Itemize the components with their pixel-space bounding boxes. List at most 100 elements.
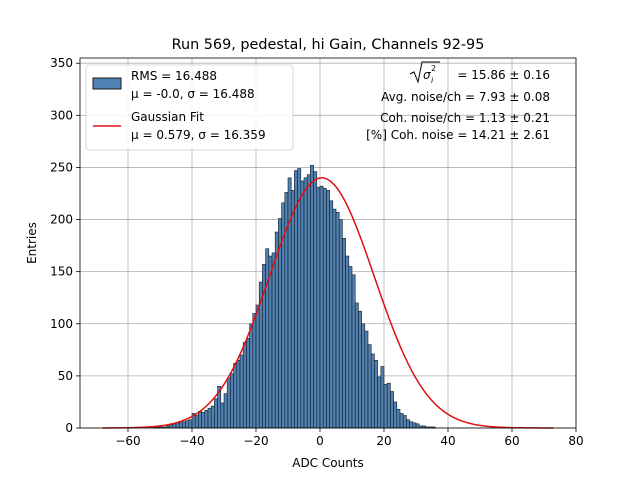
histogram-bar xyxy=(210,405,215,429)
histogram-bar xyxy=(226,377,231,429)
legend-box xyxy=(85,64,294,151)
x-tick-label: 80 xyxy=(568,434,583,448)
histogram-bar xyxy=(364,330,369,429)
histogram-bar xyxy=(290,190,295,429)
histogram-bar xyxy=(393,401,398,429)
histogram-bar xyxy=(201,412,206,429)
y-axis-label: Entries xyxy=(25,222,39,264)
histogram-bar xyxy=(361,323,366,429)
histogram-bar xyxy=(188,419,193,429)
histogram-bar xyxy=(303,177,308,429)
histogram-bar xyxy=(409,421,414,429)
histogram-bar xyxy=(310,165,314,429)
histogram-bar xyxy=(345,255,350,429)
histogram-bar xyxy=(242,342,247,429)
histogram-bar xyxy=(354,302,359,429)
histogram-bar xyxy=(233,363,238,429)
histogram-bar xyxy=(367,344,372,429)
histogram-bar xyxy=(265,248,270,429)
histogram-bar xyxy=(358,310,362,429)
sigma-annotation: = 15.86 ± 0.16 xyxy=(457,68,550,82)
histogram-bar xyxy=(178,422,183,429)
plot-frame xyxy=(79,57,577,429)
histogram-bar xyxy=(351,274,356,429)
legend-fit-label-2: μ = 0.579, σ = 16.359 xyxy=(131,128,266,142)
x-tick-label: 60 xyxy=(504,434,519,448)
histogram-bar xyxy=(169,424,174,429)
histogram-bar xyxy=(326,190,330,429)
y-tick-label: 0 xyxy=(65,421,73,435)
y-tick-label: 50 xyxy=(58,369,73,383)
histogram-bar xyxy=(406,419,410,429)
histogram-bar xyxy=(252,313,257,429)
annotations: σ 2 i = 15.86 ± 0.16 Avg. noise/ch = 7.9… xyxy=(366,61,550,142)
legend-hist-label-2: μ = -0.0, σ = 16.488 xyxy=(131,87,255,101)
histogram-bar xyxy=(338,219,343,429)
x-tick-label: −60 xyxy=(115,434,140,448)
histogram-bar xyxy=(313,171,318,429)
histogram-bar xyxy=(236,359,241,429)
legend: RMS = 16.488 μ = -0.0, σ = 16.488 Gaussi… xyxy=(85,64,294,151)
histogram-bar xyxy=(223,393,228,429)
histogram-bar xyxy=(255,304,260,429)
histogram-bar xyxy=(182,421,186,429)
histogram-bar xyxy=(185,420,190,429)
histogram-bar xyxy=(415,423,420,429)
chart-title: Run 569, pedestal, hi Gain, Channels 92-… xyxy=(172,37,485,53)
x-tick-label: −20 xyxy=(243,434,268,448)
y-tick-label: 250 xyxy=(50,160,73,174)
histogram-bar xyxy=(399,413,404,429)
histogram-bar xyxy=(386,382,391,429)
legend-histogram-swatch xyxy=(92,77,122,90)
avg-noise-annotation: Avg. noise/ch = 7.93 ± 0.08 xyxy=(381,90,550,104)
gaussian-fit-line xyxy=(102,177,554,429)
histogram-bar xyxy=(207,407,212,429)
y-tick-label: 350 xyxy=(50,56,73,70)
svg-text:σ: σ xyxy=(423,68,431,82)
x-tick-label: 40 xyxy=(440,434,455,448)
histogram-bar xyxy=(274,231,279,429)
svg-text:2: 2 xyxy=(431,64,436,73)
histogram-bar xyxy=(329,200,334,429)
histogram-bar xyxy=(396,408,401,429)
histogram-bar xyxy=(246,338,250,429)
histogram-bar xyxy=(172,423,177,429)
histogram-bar xyxy=(319,185,324,429)
histogram-bar xyxy=(198,411,202,429)
histogram-bar xyxy=(214,398,218,429)
histogram-bar xyxy=(322,187,327,429)
histogram-bar xyxy=(175,422,180,429)
histogram-bar xyxy=(390,391,394,429)
histogram-bar xyxy=(316,186,321,429)
histogram-bar xyxy=(230,373,234,429)
histogram-bar xyxy=(348,266,353,429)
x-tick-label: 0 xyxy=(316,434,324,448)
histogram-bar xyxy=(297,168,302,429)
histogram-bar xyxy=(204,409,209,429)
histogram-bars xyxy=(153,165,436,429)
legend-hist-label-1: RMS = 16.488 xyxy=(131,69,217,83)
histogram-bar xyxy=(342,238,346,429)
histogram-bar xyxy=(271,252,276,429)
histogram-bar xyxy=(249,323,254,429)
histogram-bar xyxy=(239,354,244,429)
histogram-bar xyxy=(377,376,382,429)
y-axis-ticks: 0 50 100 150 200 250 300 350 xyxy=(50,56,80,435)
histogram-bar xyxy=(220,402,225,429)
histogram-bar xyxy=(194,415,199,429)
sqrt-sigma-symbol: σ 2 i xyxy=(409,61,440,85)
coh-noise-annotation: Coh. noise/ch = 1.13 ± 0.21 xyxy=(380,111,550,125)
x-axis-label: ADC Counts xyxy=(292,456,364,470)
histogram-bar xyxy=(380,366,385,429)
histogram-bar xyxy=(402,415,407,429)
y-tick-label: 300 xyxy=(50,108,73,122)
histogram-bar xyxy=(287,177,292,429)
histogram-bar xyxy=(306,174,311,429)
y-tick-label: 100 xyxy=(50,317,73,331)
x-tick-label: 20 xyxy=(376,434,391,448)
histogram-bar xyxy=(412,422,417,429)
svg-text:i: i xyxy=(431,76,434,85)
coh-noise-pct-annotation: [%] Coh. noise = 14.21 ± 2.61 xyxy=(366,128,550,142)
histogram-bar xyxy=(374,359,378,429)
